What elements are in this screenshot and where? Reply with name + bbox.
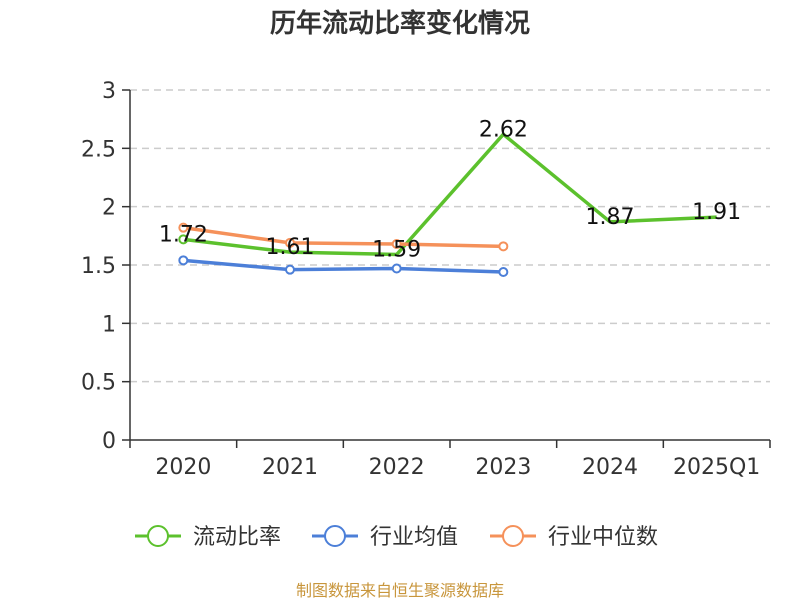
data-label: 1.72 [159, 222, 208, 247]
series-point [391, 239, 402, 249]
data-label: 2.62 [479, 117, 528, 142]
x-tick-label: 2022 [369, 455, 425, 480]
series-point [498, 267, 509, 277]
series-point [391, 263, 402, 274]
series-point [498, 241, 509, 252]
x-tick-label: 2020 [155, 455, 211, 480]
y-tick-label: 3 [102, 79, 116, 104]
legend-marker [502, 525, 524, 547]
legend-marker [324, 525, 346, 547]
data-label: 1.59 [372, 238, 421, 263]
series-line [183, 225, 504, 249]
data-labels: 1.72 1.61 1.59 2.62 1.87 1.91 [159, 117, 741, 262]
data-label: 1.61 [266, 235, 315, 260]
y-tick-label: 1 [102, 312, 116, 337]
x-tick-label: 2021 [262, 455, 318, 480]
y-tick-label: 0 [102, 429, 116, 454]
y-tick-label: 1.5 [81, 254, 116, 279]
series-point [178, 222, 189, 233]
source-note: 制图数据来自恒生聚源数据库 [296, 581, 504, 600]
x-tick-label: 2023 [475, 455, 531, 480]
series-point [285, 264, 295, 275]
legend-marker [147, 525, 169, 547]
axes: 0 0.5 1 1.5 2 2.5 3 2020 2021 2022 2023 2024 2025Q1 [81, 79, 771, 480]
x-tick-label: 2024 [582, 455, 638, 480]
legend-label: 流动比率 [193, 525, 281, 550]
chart-title: 历年流动比率变化情况 [270, 8, 530, 39]
legend-label: 行业中位数 [548, 525, 658, 550]
y-tick-label: 0.5 [81, 371, 116, 396]
series-line [183, 132, 717, 257]
series-point [178, 234, 189, 245]
series-point [178, 255, 189, 266]
x-tick-label: 2025Q1 [673, 455, 760, 480]
legend-label: 行业均值 [370, 525, 458, 550]
y-tick-label: 2 [102, 196, 116, 221]
series-point [285, 237, 295, 248]
data-label: 1.87 [586, 205, 635, 230]
data-label: 1.91 [692, 200, 741, 225]
series-layer [178, 132, 717, 277]
series-line [183, 258, 504, 274]
y-tick-label: 2.5 [81, 137, 116, 162]
legend: 流动比率 行业均值 行业中位数 [135, 525, 658, 550]
grid-lines [130, 89, 770, 383]
